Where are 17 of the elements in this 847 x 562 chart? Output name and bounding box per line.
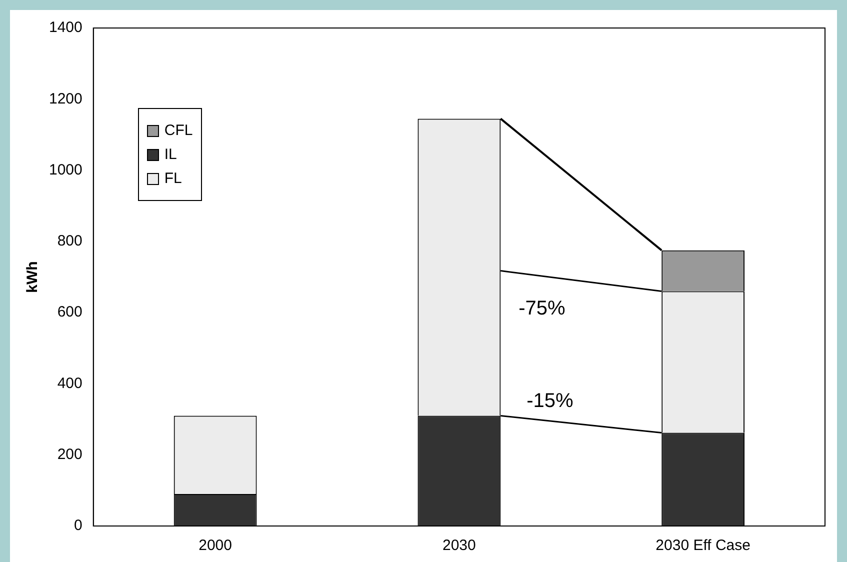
y-tick-label: 200	[57, 446, 82, 463]
y-tick-label: 1200	[48, 90, 82, 108]
y-axis-title: kWh	[24, 261, 42, 293]
y-tick-label: 400	[57, 374, 82, 392]
y-tick-label: 800	[57, 232, 82, 250]
legend-label: IL	[163, 146, 178, 163]
legend-label: FL	[163, 170, 183, 187]
y-tick-label: 1400	[48, 19, 82, 36]
x-tick-label: 2030 Eff Case	[656, 537, 750, 554]
annotation: -15%	[526, 390, 574, 412]
y-tick-label: 1000	[48, 161, 82, 178]
legend-label: CFL	[163, 122, 193, 139]
y-tick-label: 0	[74, 517, 82, 534]
x-tick-label: 2030	[442, 537, 476, 554]
y-tick-label: 600	[57, 304, 82, 321]
annotation: -75%	[518, 297, 566, 320]
x-tick-label: 2000	[198, 537, 232, 554]
